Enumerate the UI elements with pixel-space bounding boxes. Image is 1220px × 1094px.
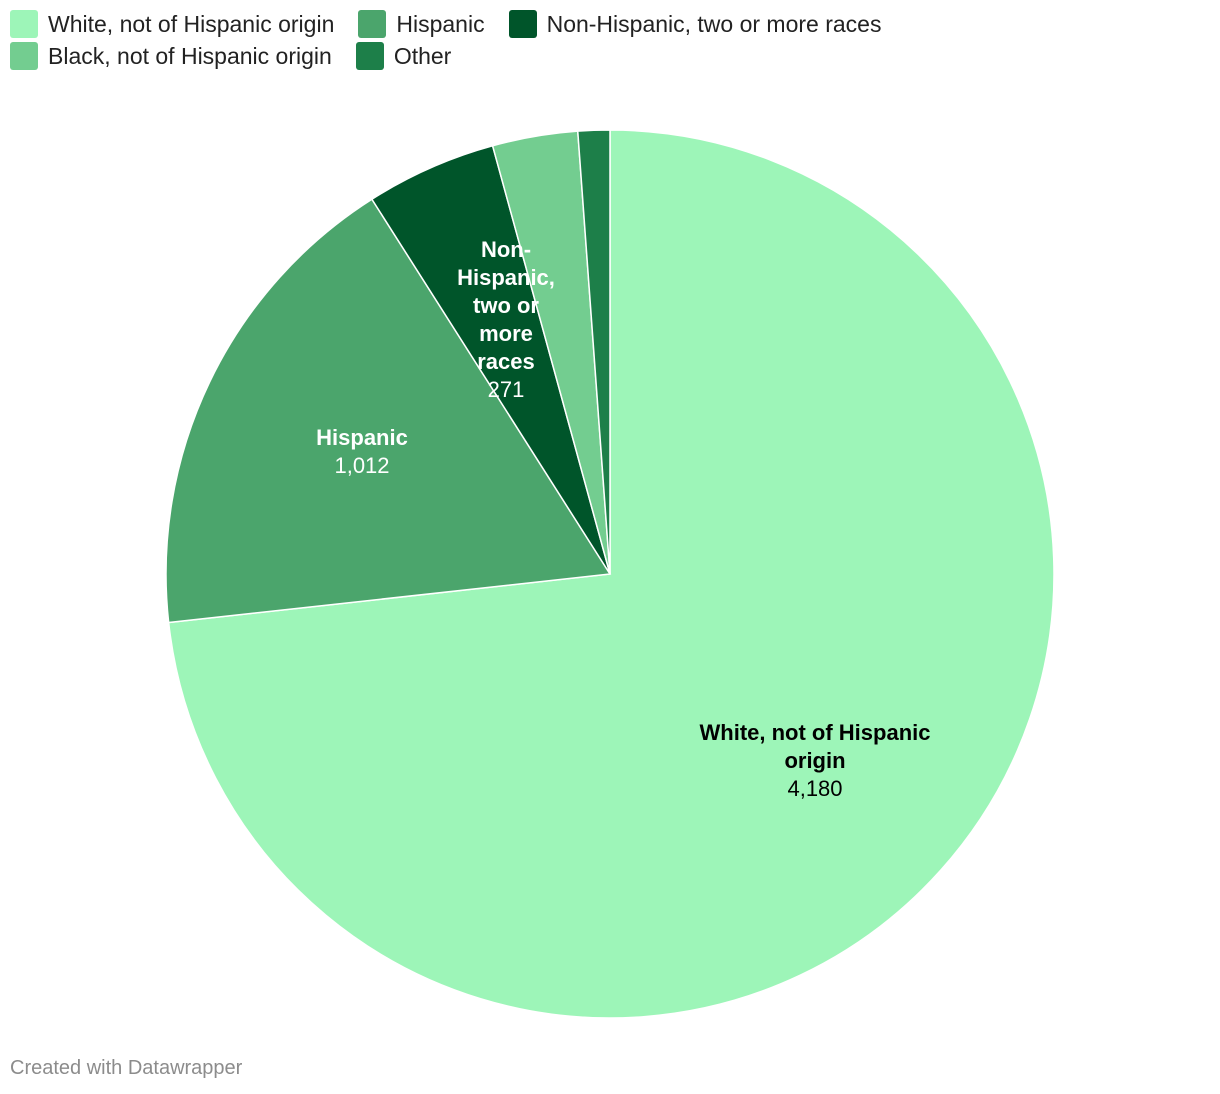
legend-swatch-white (10, 10, 38, 38)
slice-label-name-1-0: Hispanic (316, 425, 408, 450)
slice-label-value-0: 4,180 (787, 776, 842, 801)
legend-item-other: Other (355, 42, 452, 70)
slice-label-0: White, not of Hispanic origin 4,180 (700, 720, 931, 801)
legend-swatch-black (10, 42, 38, 70)
legend-swatch-two-or-more (508, 10, 537, 38)
legend-swatch-other (355, 42, 384, 70)
slice-label-name-2-1: Hispanic, (457, 265, 555, 290)
slice-label-name-0-1: origin (784, 748, 845, 773)
legend-label-hispanic: Hispanic (396, 10, 485, 37)
slice-label-name-2-0: Non- (481, 237, 531, 262)
slice-label-1: Hispanic 1,012 (316, 425, 408, 478)
legend-row-1: White, not of Hispanic origin Hispanic N… (10, 8, 1210, 40)
legend-label-two-or-more: Non-Hispanic, two or more races (546, 10, 882, 37)
legend-label-white: White, not of Hispanic origin (48, 10, 335, 37)
pie-slice-0 (167, 129, 1055, 1019)
legend-item-two-or-more: Non-Hispanic, two or more races (508, 10, 882, 38)
slice-label-value-1: 1,012 (334, 453, 389, 478)
legend-item-hispanic: Hispanic (358, 10, 485, 38)
pie-slice-4 (576, 129, 611, 575)
slice-label-name-2-2: two or (473, 293, 539, 318)
datawrapper-credit: Created with Datawrapper (10, 1057, 243, 1079)
slice-label-name-2-4: races (477, 349, 535, 374)
slice-label-value-2: 271 (488, 377, 525, 402)
legend-row-2: Black, not of Hispanic origin Other (10, 40, 1210, 72)
legend-label-other: Other (393, 42, 452, 69)
pie-slice-1 (165, 198, 612, 624)
slice-label-name-0-0: White, not of Hispanic (700, 720, 931, 745)
slice-label-name-2-3: more (479, 321, 533, 346)
legend-item-black: Black, not of Hispanic origin (10, 42, 332, 70)
legend-label-black: Black, not of Hispanic origin (48, 42, 332, 69)
chart-legend: White, not of Hispanic origin Hispanic N… (10, 8, 1210, 72)
slice-label-2: Non- Hispanic, two or more races 271 (457, 237, 555, 402)
legend-swatch-hispanic (358, 10, 387, 38)
legend-item-white: White, not of Hispanic origin (10, 10, 334, 38)
